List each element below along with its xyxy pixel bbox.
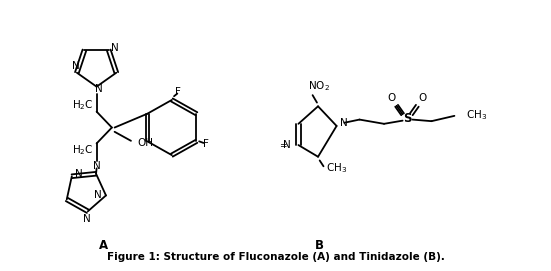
Text: N: N	[340, 118, 348, 128]
Text: N: N	[283, 140, 291, 150]
Text: F: F	[203, 139, 209, 149]
Text: O: O	[419, 93, 427, 103]
Text: N: N	[93, 161, 100, 171]
Text: O: O	[387, 93, 395, 103]
Text: N: N	[72, 61, 80, 71]
Text: N: N	[83, 214, 90, 224]
Text: A: A	[99, 239, 108, 252]
Text: B: B	[315, 239, 323, 252]
Text: N: N	[94, 191, 102, 201]
Text: =: =	[279, 142, 287, 151]
Text: Figure 1: Structure of Fluconazole (A) and Tinidazole (B).: Figure 1: Structure of Fluconazole (A) a…	[106, 252, 445, 262]
Text: OH: OH	[138, 138, 154, 149]
Text: S: S	[403, 112, 411, 125]
Text: CH$_3$: CH$_3$	[466, 108, 488, 122]
Text: N: N	[75, 169, 83, 179]
Text: NO$_2$: NO$_2$	[308, 79, 330, 93]
Text: H$_2$C: H$_2$C	[72, 98, 94, 112]
Text: N: N	[95, 84, 103, 94]
Text: H$_2$C: H$_2$C	[72, 143, 94, 157]
Text: N: N	[111, 43, 119, 53]
Text: CH$_3$: CH$_3$	[326, 162, 347, 175]
Text: F: F	[175, 88, 181, 98]
